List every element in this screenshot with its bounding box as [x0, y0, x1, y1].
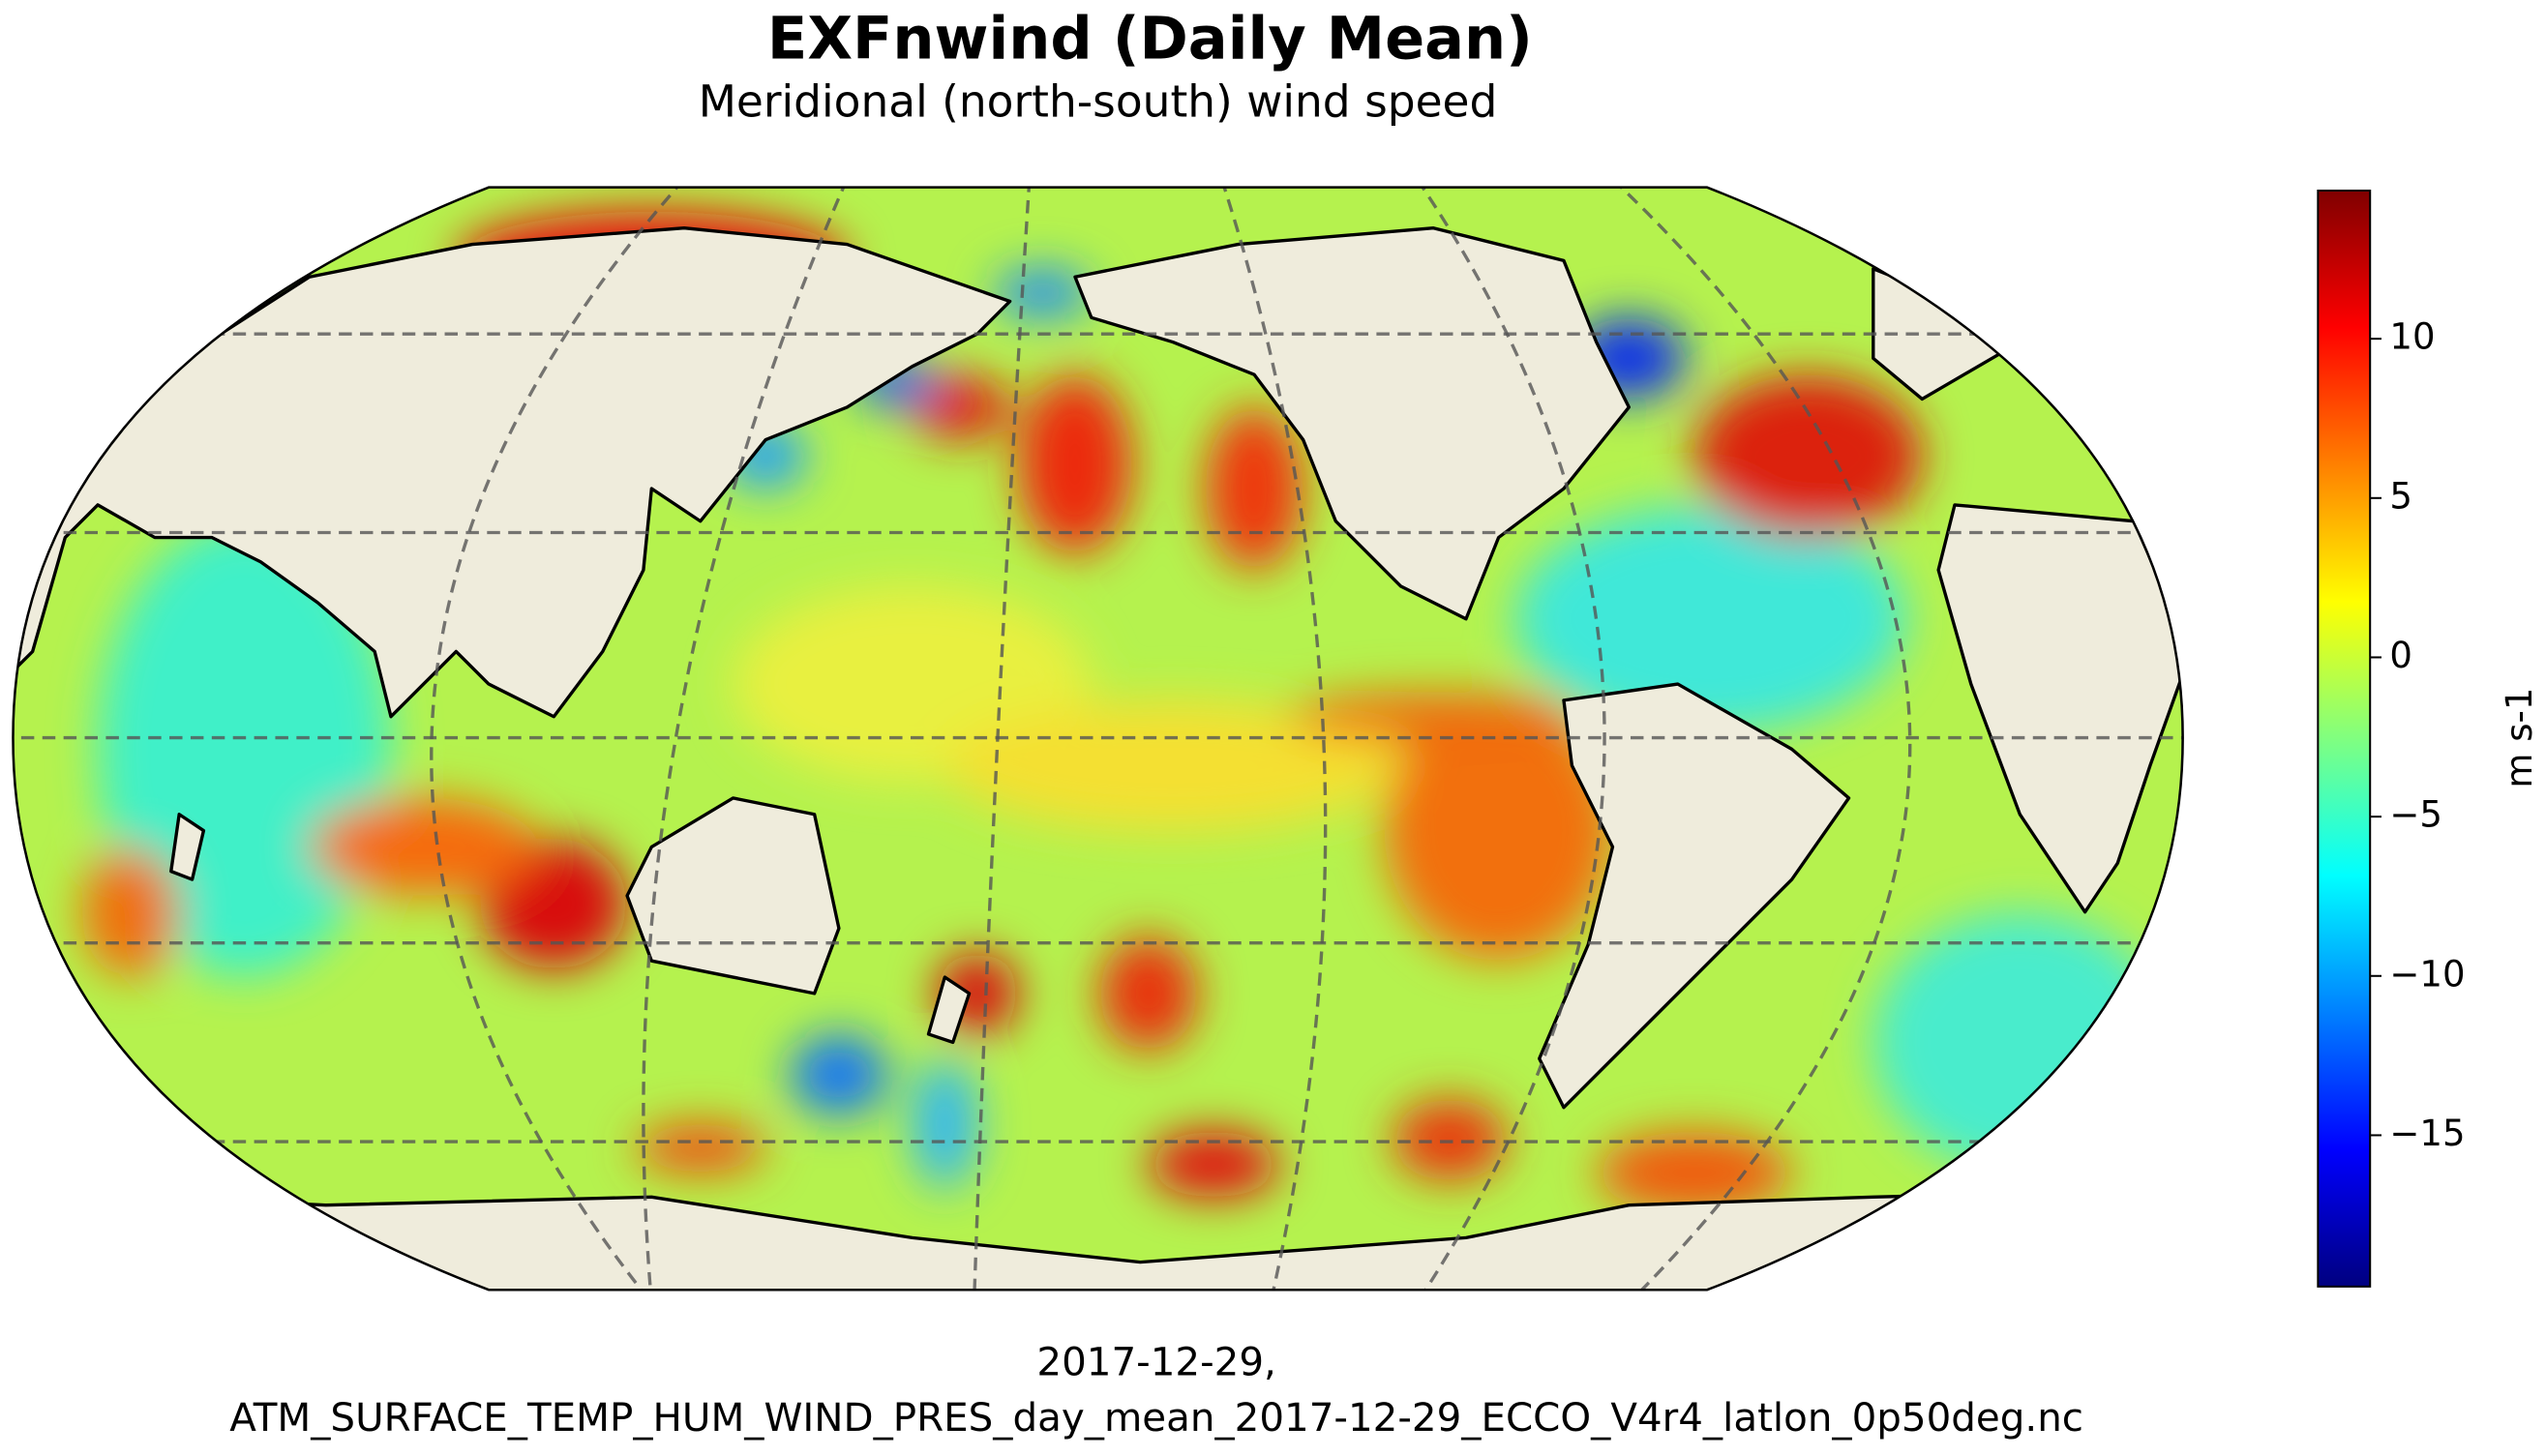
colorbar-tick-label: 0	[2389, 635, 2412, 676]
colorbar-tick-label: −15	[2389, 1113, 2465, 1154]
colorbar: m s-1 10 5 0 −5 −10 −15	[2317, 190, 2540, 1288]
colorbar-tick-label: −10	[2389, 953, 2465, 995]
land	[13, 226, 2183, 1291]
colorbar-ramp	[2317, 190, 2372, 1288]
footer-line: 2017-12-29,	[1036, 1340, 1275, 1385]
colorbar-tick-label: −5	[2389, 794, 2442, 836]
subtitle: Meridional (north-south) wind speed	[699, 75, 1498, 127]
colorbar-tick-label: 5	[2389, 475, 2412, 517]
footer-line: ATM_SURFACE_TEMP_HUM_WIND_PRES_day_mean_…	[229, 1395, 2083, 1441]
title: EXFnwind (Daily Mean)	[767, 5, 1533, 73]
colorbar-label: m s-1	[2499, 688, 2540, 788]
graticule	[13, 187, 2183, 1291]
colorbar-tick-label: 10	[2389, 316, 2435, 358]
map	[13, 187, 2183, 1291]
map-frame	[12, 186, 2184, 1292]
